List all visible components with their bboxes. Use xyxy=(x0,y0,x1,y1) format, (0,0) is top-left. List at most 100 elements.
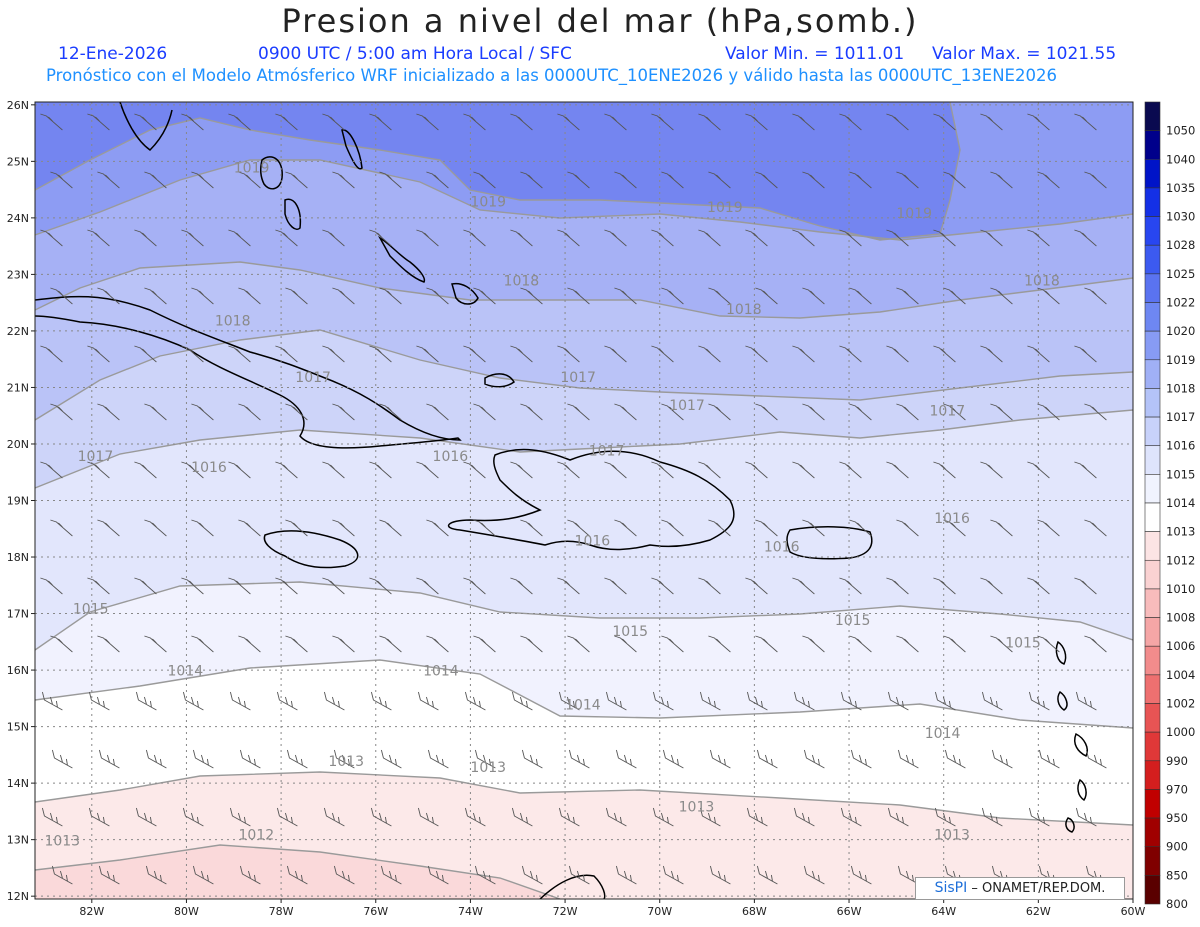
wind-barb xyxy=(896,519,919,537)
wind-barb xyxy=(699,807,721,827)
wind-barb xyxy=(285,287,308,305)
wind-barb xyxy=(417,691,439,711)
wind-barb xyxy=(144,287,167,305)
wind-barb xyxy=(1027,461,1050,479)
wind-barb xyxy=(228,577,251,595)
colorbar-label: 990 xyxy=(1166,754,1188,768)
wind-barb xyxy=(369,461,392,479)
wind-barb xyxy=(181,345,204,363)
wind-barb xyxy=(745,461,768,479)
colorbar-label: 1002 xyxy=(1166,697,1195,711)
wind-barb xyxy=(614,519,637,537)
wind-barb xyxy=(557,461,580,479)
colorbar-label: 1013 xyxy=(1166,525,1195,539)
wind-barb xyxy=(191,287,214,305)
wind-barb xyxy=(228,345,251,363)
colorbar-label: 1050 xyxy=(1166,124,1195,138)
colorbar-label: 1028 xyxy=(1166,238,1195,252)
wind-barb xyxy=(1027,229,1050,247)
lat-label: 21N xyxy=(7,381,29,394)
wind-barb xyxy=(943,403,966,421)
colorbar-label: 1014 xyxy=(1166,496,1195,510)
coast-bahamas-4 xyxy=(377,235,426,283)
isobar-label: 1017 xyxy=(560,370,596,386)
wind-barb xyxy=(239,865,261,885)
colorbar-swatch xyxy=(1144,731,1161,762)
wind-barb xyxy=(369,229,392,247)
latitude-labels: 26N 25N 24N 23N 22N 21N 20N 19N 18N 17N 16N 15N 14N 1… xyxy=(7,99,29,903)
colorbar: 1050 1040 1035 1030 1028 1025 1022 1020 1019 1018… xyxy=(1144,101,1195,911)
wind-barb xyxy=(886,113,909,131)
wind-barb xyxy=(322,577,345,595)
colorbar-swatch xyxy=(1144,187,1161,217)
colorbar-label: 1010 xyxy=(1166,582,1195,596)
forecast-time-info: 0900 UTC / 5:00 am Hora Local / SFC xyxy=(258,44,572,64)
wind-barb xyxy=(464,807,486,827)
wind-barb xyxy=(792,461,815,479)
wind-barb xyxy=(229,691,251,711)
colorbar-swatch xyxy=(1144,474,1161,504)
coast-lesser-antilles-4 xyxy=(1077,778,1087,802)
lon-label: 72W xyxy=(553,905,578,918)
colorbar-swatch xyxy=(1144,158,1161,189)
wind-barb xyxy=(1075,691,1097,711)
wind-barb xyxy=(510,113,533,131)
wind-barb xyxy=(990,403,1013,421)
wind-barb xyxy=(802,171,825,189)
isobar-label: 1018 xyxy=(726,302,762,318)
wind-barb xyxy=(323,691,345,711)
wind-barb xyxy=(557,345,580,363)
wind-barb xyxy=(520,635,543,653)
credit-text: – ONAMET/REP.DOM. xyxy=(967,881,1106,896)
wind-barb xyxy=(379,287,402,305)
wind-barb xyxy=(416,461,439,479)
wind-barb xyxy=(87,113,110,131)
wind-barb xyxy=(520,403,543,421)
isobar-label: 1014 xyxy=(168,664,204,680)
isobar-label: 1019 xyxy=(470,195,506,211)
isobar-label: 1016 xyxy=(764,539,800,555)
wind-barb xyxy=(228,113,251,131)
wind-barb xyxy=(897,749,919,769)
wind-barb xyxy=(134,345,157,363)
wind-barb xyxy=(604,113,627,131)
wind-barb xyxy=(323,807,345,827)
isobar-label: 1014 xyxy=(565,698,601,714)
wind-barb xyxy=(558,691,580,711)
wind-barb xyxy=(699,691,721,711)
wind-barb xyxy=(238,171,261,189)
wind-barb xyxy=(473,519,496,537)
wind-barb xyxy=(416,577,439,595)
colorbar-swatch xyxy=(1144,273,1161,303)
wind-barb xyxy=(980,461,1003,479)
wind-barb xyxy=(380,865,402,885)
lat-label: 12N xyxy=(7,890,29,903)
wind-barb xyxy=(333,749,355,769)
wind-barb xyxy=(840,691,862,711)
isobar-label: 1018 xyxy=(215,313,251,329)
colorbar-swatch xyxy=(1144,531,1161,561)
colorbar-swatch xyxy=(1144,588,1161,618)
wind-barb xyxy=(990,635,1013,653)
wind-barb xyxy=(463,229,486,247)
wind-barb xyxy=(746,691,768,711)
forecast-date: 12-Ene-2026 xyxy=(58,44,168,64)
wind-barb xyxy=(557,113,580,131)
wind-barb xyxy=(1074,229,1097,247)
wind-barb xyxy=(849,635,872,653)
wind-barb xyxy=(614,171,637,189)
wind-barb xyxy=(896,287,919,305)
wind-barb xyxy=(1037,635,1060,653)
coast-lesser-antilles-2 xyxy=(1057,690,1068,711)
wind-barb xyxy=(745,113,768,131)
wind-barb xyxy=(802,635,825,653)
colorbar-swatch xyxy=(1144,502,1161,532)
lon-label: 74W xyxy=(458,905,483,918)
colorbar-swatch xyxy=(1144,388,1161,418)
colorbar-label: 1019 xyxy=(1166,353,1195,367)
wind-barb xyxy=(802,403,825,421)
wind-barb xyxy=(933,345,956,363)
wind-barb xyxy=(557,577,580,595)
wind-barb xyxy=(98,865,120,885)
wind-barb xyxy=(651,345,674,363)
